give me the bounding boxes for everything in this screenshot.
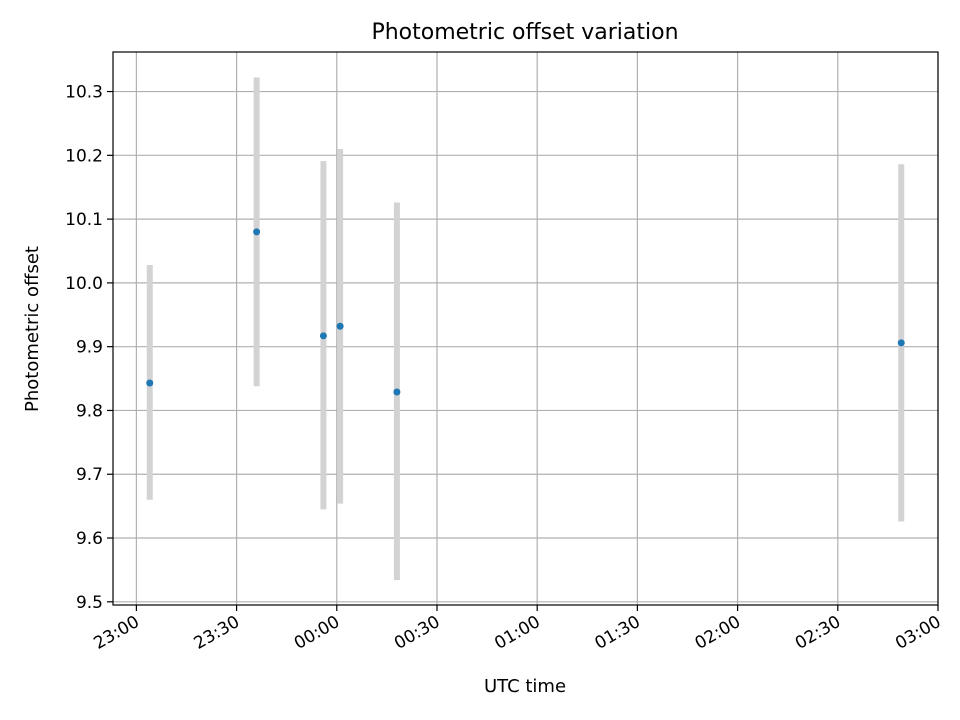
plot-frame	[112, 51, 939, 606]
x-tick-label: 00:30	[391, 612, 443, 654]
x-tick-label: 02:00	[692, 612, 744, 654]
data-point	[319, 332, 327, 340]
data-point	[897, 339, 905, 347]
data-point	[146, 379, 154, 387]
x-tick-label: 00:00	[291, 612, 343, 654]
y-tick-label: 10.3	[65, 83, 103, 103]
error-bars	[146, 77, 905, 581]
y-tick-label: 9.5	[76, 593, 103, 613]
gridlines	[113, 52, 939, 605]
y-tick-label: 9.8	[76, 401, 103, 421]
data-point	[393, 388, 401, 396]
y-tick-label: 9.9	[76, 338, 103, 358]
x-tick-label: 02:30	[792, 612, 844, 654]
x-tick-label: 01:00	[491, 612, 543, 654]
y-tick-label: 10.2	[65, 146, 103, 166]
y-tick-label: 9.7	[76, 465, 103, 485]
data-point	[253, 228, 261, 236]
axis-ticks: 23:00 23:30 00:00 00:30 01:00 01:30 02:00 02:30…	[65, 83, 944, 654]
data-point	[336, 322, 344, 330]
chart-title: Photometric offset variation	[371, 20, 678, 45]
x-tick-label: 23:30	[191, 612, 243, 654]
x-tick-label: 01:30	[591, 612, 643, 654]
data-points	[146, 228, 905, 396]
y-axis-label: Photometric offset	[22, 246, 43, 412]
y-tick-label: 10.0	[65, 274, 103, 294]
x-tick-label: 23:00	[90, 612, 142, 654]
x-axis-label: UTC time	[484, 676, 566, 697]
y-tick-label: 9.6	[76, 529, 103, 549]
y-tick-label: 10.1	[65, 210, 103, 230]
x-tick-label: 03:00	[892, 612, 944, 654]
